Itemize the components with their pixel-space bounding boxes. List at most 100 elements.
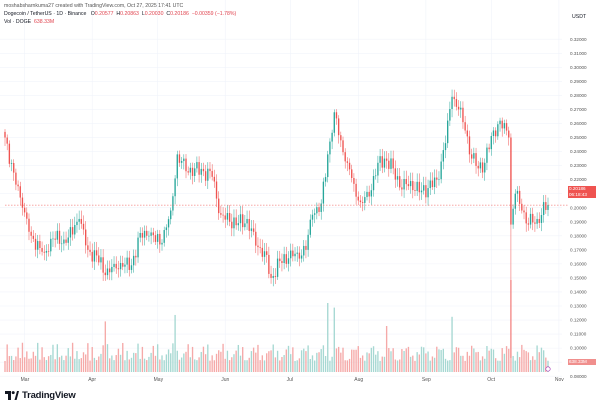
candle-body: [39, 241, 41, 248]
price-tick-label: 0.31000: [570, 51, 587, 56]
volume-bar: [525, 351, 527, 372]
volume-bar: [287, 345, 290, 372]
volume-bar: [497, 360, 499, 372]
candle-body: [172, 196, 174, 211]
volume-bar: [401, 348, 403, 372]
price-tick-label: 0.13000: [570, 304, 587, 309]
volume-bar: [409, 356, 412, 372]
candle-body: [211, 171, 213, 177]
event-marker-icon[interactable]: [545, 366, 551, 372]
volume-bar: [28, 358, 30, 372]
candle-body: [209, 168, 211, 172]
candle-body: [351, 169, 353, 178]
candle-body: [80, 218, 83, 224]
volume-bar: [119, 354, 122, 372]
candle-body: [466, 130, 468, 137]
price-tick-label: 0.15000: [570, 276, 587, 281]
volume-bar: [468, 355, 471, 372]
volume-bar: [390, 351, 392, 372]
candle-body: [364, 197, 366, 203]
volume-bar: [540, 347, 543, 372]
currency-label[interactable]: USDT: [572, 14, 587, 20]
volume-bar: [176, 350, 178, 372]
volume-bar: [8, 356, 11, 372]
candle-body: [433, 177, 436, 188]
price-tick-label: 0.32000: [570, 37, 587, 42]
volume-bar: [368, 353, 370, 372]
volume-bar: [381, 356, 383, 372]
candle-body: [74, 225, 76, 235]
high-label: H: [116, 11, 121, 17]
volume-bar: [37, 342, 39, 372]
candle-body: [174, 178, 176, 197]
volume-bar: [26, 351, 28, 372]
candle-body: [431, 180, 434, 188]
volume-bar: [19, 358, 21, 372]
symbol-label[interactable]: Dogecoin / TetherUS · 1D · Binance: [4, 11, 87, 17]
close-value: 0.20186: [170, 11, 189, 17]
candle-body: [499, 120, 501, 125]
candle-body: [348, 162, 351, 170]
candle-body: [235, 217, 237, 226]
volume-bar: [503, 353, 506, 372]
volume-bar: [311, 355, 314, 372]
candle-body: [165, 227, 168, 231]
candle-body: [132, 255, 135, 266]
candle-body: [45, 251, 48, 253]
tradingview-logo-icon: [5, 390, 19, 400]
volume-bar: [67, 348, 69, 372]
candle-body: [394, 168, 397, 180]
volume-bar: [418, 354, 421, 372]
candle-body: [6, 137, 8, 144]
volume-bar: [237, 344, 240, 372]
volume-bar: [126, 350, 128, 372]
candle-body: [423, 185, 425, 191]
volume-bar: [473, 348, 475, 372]
volume-bar: [351, 349, 353, 372]
candle-body: [274, 276, 277, 277]
volume-bar: [130, 357, 133, 372]
candle-body: [128, 257, 130, 270]
volume-label[interactable]: Vol · DOGE: [4, 19, 32, 25]
volume-bar: [215, 353, 218, 372]
candle-body: [490, 136, 492, 150]
candle-body: [532, 213, 534, 223]
candle-body: [488, 147, 490, 150]
volume-bar: [41, 347, 43, 372]
volume-bar: [252, 347, 255, 372]
tradingview-logo[interactable]: TradingView: [5, 389, 76, 401]
volume-bar: [178, 359, 181, 372]
volume-bar: [305, 351, 307, 372]
candle-body: [298, 252, 301, 259]
candle-body: [492, 130, 495, 137]
candle-body: [440, 161, 442, 180]
volume-bar: [6, 344, 8, 372]
candle-body: [279, 258, 281, 262]
volume-bar: [407, 346, 410, 372]
candle-body: [231, 221, 233, 229]
volume-bar: [532, 356, 534, 372]
volume-bar: [91, 347, 93, 372]
volume-bar: [85, 354, 87, 372]
candle-body: [425, 185, 427, 198]
candle-body: [163, 230, 165, 243]
volume-bar: [322, 345, 325, 372]
candle-body: [10, 163, 13, 164]
volume-bar: [457, 347, 460, 372]
candle-body: [368, 191, 370, 197]
candle-body: [505, 123, 508, 131]
volume-bar: [499, 360, 501, 372]
time-tick-label: Nov: [555, 377, 564, 383]
candle-body: [514, 193, 516, 209]
candle-body: [318, 207, 320, 212]
candle-body: [276, 258, 279, 277]
candle-body: [15, 172, 17, 185]
candle-body: [320, 203, 322, 212]
volume-bar: [165, 354, 168, 372]
candle-body: [135, 255, 137, 258]
volume-bar: [366, 352, 368, 372]
candle-body: [542, 202, 545, 216]
volume-bar: [492, 349, 495, 372]
volume-bar: [148, 356, 150, 372]
